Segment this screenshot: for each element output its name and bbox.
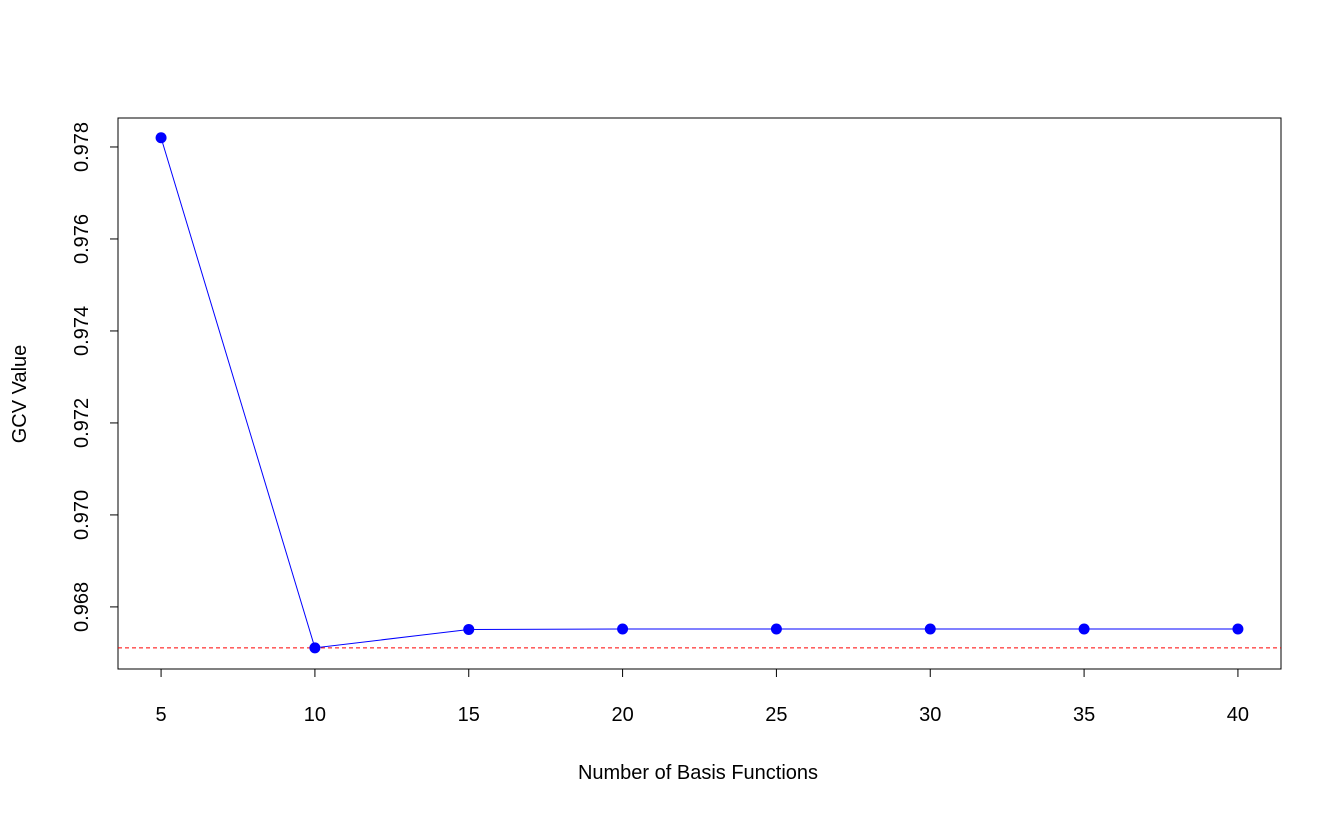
- x-tick-label: 10: [304, 704, 326, 726]
- y-tick-label: 0.974: [71, 306, 93, 356]
- y-tick-label: 0.972: [71, 398, 93, 448]
- x-tick-label: 40: [1227, 704, 1249, 726]
- series-line: [160, 137, 1238, 649]
- y-tick-label: 0.968: [71, 582, 93, 632]
- data-point: [924, 623, 936, 635]
- x-tick-label: 20: [611, 704, 633, 726]
- data-point: [1078, 623, 1090, 635]
- x-axis-label: Number of Basis Functions: [578, 762, 818, 784]
- y-tick-label: 0.970: [71, 490, 93, 540]
- x-tick-label: 35: [1073, 704, 1095, 726]
- plot-frame: [117, 117, 1282, 670]
- x-tick-label: 5: [156, 704, 167, 726]
- x-tick-label: 25: [765, 704, 787, 726]
- y-tick-label: 0.976: [71, 214, 93, 264]
- data-point: [770, 623, 782, 635]
- data-point: [1232, 623, 1244, 635]
- x-tick-label: 15: [458, 704, 480, 726]
- x-tick-label: 30: [919, 704, 941, 726]
- data-point: [617, 623, 629, 635]
- y-axis-label: GCV Value: [9, 345, 31, 444]
- y-tick-label: 0.978: [71, 122, 93, 172]
- data-point: [463, 623, 475, 635]
- data-point: [309, 642, 321, 654]
- data-point: [155, 132, 167, 144]
